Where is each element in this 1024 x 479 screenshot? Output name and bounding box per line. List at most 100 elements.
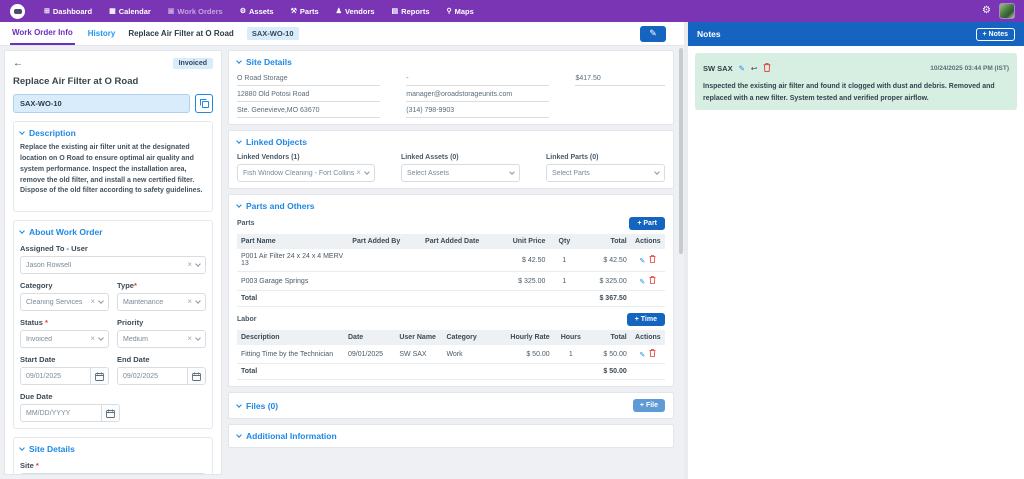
calendar-picker-button[interactable] (90, 368, 108, 384)
nav-item-vendors[interactable]: ♟ Vendors (336, 7, 375, 16)
part-qty: 1 (549, 271, 580, 291)
part-added-by (348, 249, 422, 272)
linked-parts-select[interactable]: Select Parts (545, 164, 665, 182)
linked-vendors-select[interactable]: Fish Window Cleaning - Fort Collins (237, 164, 375, 182)
maps-icon: ⚲ (446, 8, 452, 15)
col-header: Hourly Rate (493, 330, 554, 345)
user-avatar[interactable] (999, 3, 1015, 19)
type-value: Maintenance (123, 298, 164, 306)
col-header: User Name (395, 330, 443, 345)
app-logo[interactable] (10, 3, 25, 19)
additional-information-header[interactable]: Additional Information (236, 431, 337, 441)
clear-icon[interactable] (187, 298, 192, 306)
section-title: Parts and Others (246, 201, 315, 211)
clear-icon[interactable] (356, 169, 361, 177)
start-date-input[interactable]: 09/01/2025 (20, 367, 109, 385)
site-details-section-header[interactable]: Site Details (19, 444, 206, 454)
delete-row-icon[interactable] (649, 255, 656, 265)
category-select[interactable]: Cleaning Services (20, 293, 109, 311)
edit-row-icon[interactable] (639, 279, 645, 286)
tab-work-order-info[interactable]: Work Order Info (10, 22, 75, 45)
col-header: Category (442, 330, 494, 345)
nav-label: Vendors (344, 6, 375, 16)
delete-note-icon[interactable] (763, 59, 771, 77)
clear-icon[interactable] (187, 335, 192, 343)
due-date-input[interactable]: MM/DD/YYYY (20, 404, 120, 422)
linked-assets-select[interactable]: Select Assets (400, 164, 520, 182)
nav-item-dashboard[interactable]: ⊞ Dashboard (44, 7, 92, 16)
notes-title: Notes (697, 29, 721, 39)
nav-item-reports[interactable]: ▤ Reports (392, 7, 430, 16)
add-time-button[interactable]: + Time (626, 313, 665, 326)
copy-button[interactable] (195, 94, 213, 113)
dropdown-caret-icon (195, 261, 201, 267)
nav-item-maps[interactable]: ⚲ Maps (447, 7, 474, 16)
site-details-card-header[interactable]: Site Details (236, 57, 665, 67)
edit-work-order-button[interactable] (640, 25, 666, 42)
linked-parts-placeholder: Select Parts (551, 169, 590, 177)
delete-row-icon[interactable] (649, 349, 656, 359)
tab-history[interactable]: History (87, 29, 116, 38)
nav-label: Calendar (118, 6, 151, 16)
table-row: Fitting Time by the Technician 09/01/202… (237, 345, 665, 364)
parts-and-others-header[interactable]: Parts and Others (236, 201, 665, 211)
table-row: P003 Garage Springs $ 325.00 1 $ 325.00 (237, 271, 665, 291)
dropdown-caret-icon (98, 298, 104, 304)
add-note-button[interactable]: + Notes (975, 27, 1015, 41)
nav-label: Dashboard (52, 6, 93, 16)
nav-label: Reports (401, 6, 430, 16)
nav-label: Work Orders (177, 6, 223, 16)
nav-label: Assets (249, 6, 274, 16)
status-select[interactable]: Invoiced (20, 330, 109, 348)
files-header[interactable]: Files (0) (236, 401, 278, 411)
chevron-down-icon (19, 228, 25, 234)
description-section-header[interactable]: Description (19, 128, 206, 138)
empty-cell (575, 105, 665, 118)
edit-row-icon[interactable] (639, 352, 645, 359)
clear-icon[interactable] (90, 298, 95, 306)
nav-item-assets[interactable]: ⚙ Assets (240, 7, 274, 16)
site-select[interactable]: O Road Storage (20, 473, 206, 474)
labor-total: $ 50.00 (587, 345, 631, 364)
edit-note-icon[interactable] (739, 64, 745, 73)
linked-parts-label: Linked Parts (0) (545, 154, 599, 161)
add-file-button[interactable]: + File (632, 399, 665, 412)
clear-icon[interactable] (90, 335, 95, 343)
reply-note-icon[interactable] (751, 64, 757, 73)
assigned-to-select[interactable]: Jason Rowsell (20, 256, 206, 274)
type-select[interactable]: Maintenance (117, 293, 206, 311)
about-section-header[interactable]: About Work Order (19, 227, 206, 237)
nav-item-parts[interactable]: ⚒ Parts (291, 7, 319, 16)
note-text: Inspected the existing air filter and fo… (703, 83, 995, 102)
edit-row-icon[interactable] (639, 258, 645, 265)
col-header: Part Added By (348, 234, 422, 249)
back-arrow-icon[interactable] (13, 58, 23, 69)
calendar-icon (106, 409, 115, 418)
delete-row-icon[interactable] (649, 276, 656, 286)
settings-gear-icon[interactable] (982, 6, 991, 16)
vertical-scrollbar[interactable] (679, 48, 683, 254)
clear-icon[interactable] (187, 261, 192, 269)
col-header: Unit Price (493, 234, 550, 249)
linked-vendors-value: Fish Window Cleaning - Fort Collins (243, 169, 355, 177)
nav-item-calendar[interactable]: ▦ Calendar (109, 7, 151, 16)
type-label: Type* (117, 281, 137, 290)
calendar-picker-button[interactable] (187, 368, 205, 384)
linked-objects-header[interactable]: Linked Objects (236, 137, 665, 147)
reports-icon: ▤ (391, 8, 399, 15)
work-orders-icon: ▣ (167, 8, 175, 15)
add-part-button[interactable]: + Part (629, 217, 665, 230)
description-section: Description Replace the existing air fil… (13, 121, 213, 212)
calendar-picker-button[interactable] (101, 405, 119, 421)
chevron-down-icon (236, 432, 242, 438)
part-unit-price: $ 325.00 (493, 271, 550, 291)
table-row: P001 Air Filter 24 x 24 x 4 MERV 13 $ 42… (237, 249, 665, 272)
priority-select[interactable]: Medium (117, 330, 206, 348)
nav-item-work-orders[interactable]: ▣ Work Orders (168, 7, 223, 16)
site-phone: (314) 798-9903 (406, 105, 550, 118)
end-date-input[interactable]: 09/02/2025 (117, 367, 206, 385)
work-order-number-field[interactable]: SAX-WO-10 (13, 94, 190, 113)
calendar-icon (192, 372, 201, 381)
chevron-down-icon (236, 58, 242, 64)
notes-list: SW SAX 10/24/2025 03:44 PM (IST) Inspect… (688, 46, 1024, 479)
